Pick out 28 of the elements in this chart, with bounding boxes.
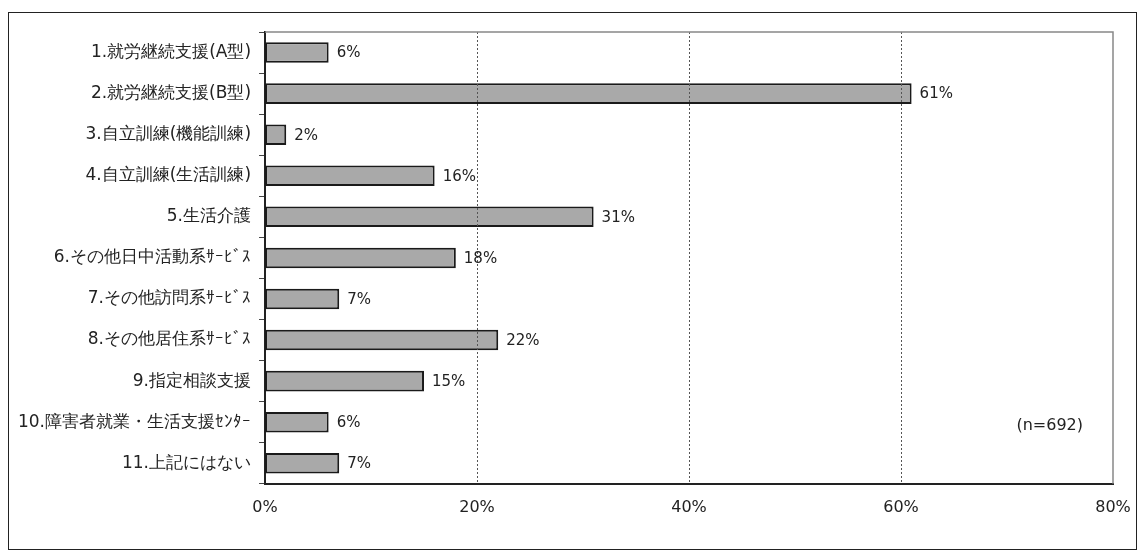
y-tick-label: 11.上記にはない	[121, 451, 252, 472]
data-label: 6%	[336, 413, 361, 432]
x-tick-label: 60%	[883, 496, 919, 516]
y-tick-label: 5.生活介護	[166, 205, 252, 226]
data-label: 18%	[463, 248, 498, 267]
data-label: 6%	[336, 43, 361, 62]
data-label: 7%	[347, 289, 372, 308]
y-tick-label: 8.その他居住系ｻｰﾋﾞｽ	[87, 328, 252, 349]
data-label: 2%	[294, 125, 319, 144]
x-tick-label: 40%	[671, 496, 707, 516]
data-label: 61%	[919, 84, 953, 103]
data-label: 31%	[601, 207, 635, 226]
data-label: 16%	[442, 166, 476, 185]
x-tick-label: 80%	[1095, 496, 1131, 516]
data-label: 15%	[432, 372, 466, 391]
annotation: (n=692)	[1016, 414, 1083, 434]
y-tick-label: 7.その他訪問系ｻｰﾋﾞｽ	[87, 287, 252, 308]
y-tick-label: 3.自立訓練(機能訓練)	[85, 123, 252, 144]
y-tick-label: 2.就労継続支援(B型)	[90, 82, 252, 103]
y-tick-label: 4.自立訓練(生活訓練)	[85, 164, 252, 185]
x-tick-label: 0%	[252, 496, 278, 516]
data-label: 22%	[506, 330, 540, 349]
x-tick-label: 20%	[459, 496, 495, 516]
y-tick-label: 1.就労継続支援(A型)	[90, 40, 252, 61]
y-tick-label: 10.障害者就業・生活支援ｾﾝﾀｰ	[17, 410, 252, 431]
y-tick-label: 6.その他日中活動系ｻｰﾋﾞｽ	[53, 246, 252, 267]
data-label: 7%	[347, 454, 372, 473]
y-tick-label: 9.指定相談支援	[132, 369, 252, 390]
